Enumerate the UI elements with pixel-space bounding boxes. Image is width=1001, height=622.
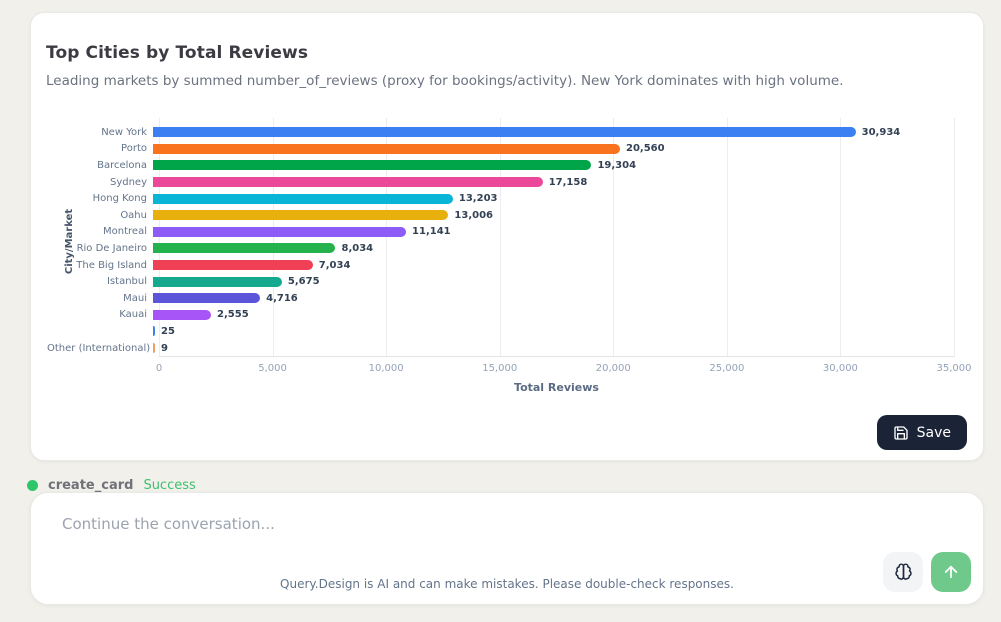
bar-row: Other (International) 9 — [47, 340, 954, 357]
x-tick-label: 35,000 — [936, 363, 972, 374]
bar — [153, 143, 620, 154]
x-tick-label: 30,000 — [822, 363, 858, 374]
plot-rows: New York 30,934 Porto 20,560 Barcelona 19,304… — [47, 124, 954, 356]
tool-status-row: create_card Success — [27, 478, 196, 493]
bar-value-label: 11,141 — [412, 226, 451, 238]
status-dot — [27, 480, 38, 491]
bar-value-label: 13,203 — [458, 193, 498, 205]
x-axis-ticks: 0 5,000 10,000 15,000 20,000 25,000 30,000 35,0… — [47, 363, 972, 377]
gridline — [954, 118, 955, 357]
bar-value-label: 20,560 — [626, 143, 665, 155]
message-input[interactable] — [62, 515, 842, 553]
bar-category-label: Maui — [123, 292, 147, 304]
bar-value-label: 9 — [161, 342, 168, 354]
card-subtitle: Leading markets by summed number_of_revi… — [46, 73, 844, 89]
bar-value-label: 5,675 — [287, 276, 320, 288]
bar — [153, 210, 449, 221]
bar-category-label: Barcelona — [97, 159, 147, 171]
composer-card: Query.Design is AI and can make mistakes… — [30, 492, 984, 605]
brain-icon — [893, 562, 914, 583]
x-axis-title: Total Reviews — [514, 381, 599, 394]
bar — [153, 326, 155, 337]
card-title: Top Cities by Total Reviews — [46, 43, 309, 63]
x-tick-label: 5,000 — [258, 363, 287, 374]
bar-value-label: 2,555 — [217, 309, 249, 321]
bar — [153, 343, 155, 354]
send-button[interactable] — [931, 552, 971, 592]
bar-value-label: 30,934 — [861, 126, 901, 138]
chart-card: Top Cities by Total Reviews Leading mark… — [30, 12, 984, 461]
ai-disclaimer: Query.Design is AI and can make mistakes… — [280, 577, 734, 591]
gridline — [159, 118, 160, 357]
status-tool-name: create_card — [48, 478, 134, 493]
bar — [153, 309, 212, 320]
bar-value-label: 17,158 — [548, 176, 588, 188]
bar-category-label: New York — [101, 126, 147, 138]
x-tick-label: 25,000 — [709, 363, 745, 374]
bar — [153, 226, 407, 237]
gridline — [386, 118, 388, 357]
save-button-label: Save — [916, 424, 951, 441]
bar-category-label: Porto — [121, 143, 147, 155]
gridline — [272, 118, 274, 357]
bar-category-label: Other (International) — [47, 342, 151, 354]
arrow-up-icon — [942, 563, 960, 581]
bar-category-label: Rio De Janeiro — [76, 242, 147, 254]
gridline — [726, 118, 728, 357]
bar-value-label: 19,304 — [597, 159, 637, 171]
bar — [153, 276, 282, 287]
bar-value-label: 13,006 — [454, 209, 494, 221]
bar-row: Kauai 2,555 — [47, 307, 954, 324]
bar-value-label: 25 — [161, 325, 175, 337]
x-axis-line — [159, 356, 954, 357]
bar-value-label: 4,716 — [266, 292, 298, 304]
bar-row: Maui 4,716 — [47, 290, 954, 307]
bar-row: Rio De Janeiro 8,034 — [47, 240, 954, 257]
status-result: Success — [143, 478, 196, 493]
bar — [153, 193, 453, 204]
x-tick-label: 10,000 — [368, 363, 404, 374]
bar-category-label: Montreal — [103, 226, 147, 238]
bar — [153, 160, 592, 171]
gridline — [613, 118, 615, 357]
bar — [153, 177, 543, 188]
bar-category-label: Sydney — [109, 176, 147, 188]
x-tick-label: 0 — [155, 363, 163, 374]
bar-category-label: Istanbul — [106, 276, 147, 288]
gridline — [840, 118, 842, 357]
x-tick-label: 20,000 — [595, 363, 631, 374]
bar-row: Sydney 17,158 — [47, 174, 954, 191]
save-button[interactable]: Save — [876, 415, 967, 450]
bar-row: 25 — [47, 323, 954, 340]
gridline — [499, 118, 501, 357]
bar-value-label: 7,034 — [318, 259, 351, 271]
bar-row: New York 30,934 — [47, 124, 954, 141]
bar-category-label: The Big Island — [76, 259, 147, 271]
bar-category-label: Kauai — [119, 309, 147, 321]
bar-category-label: Oahu — [120, 209, 147, 221]
bar-row: Istanbul 5,675 — [47, 273, 954, 290]
bar-row: Oahu 13,006 — [47, 207, 954, 224]
bar-row: The Big Island 7,034 — [47, 257, 954, 274]
bar-chart: City/Market New York 30,934 Porto 20,560 Bar… — [47, 118, 972, 398]
bar — [153, 243, 336, 254]
bar — [153, 260, 313, 271]
bar-row: Barcelona 19,304 — [47, 157, 954, 174]
bar-row: Hong Kong 13,203 — [47, 190, 954, 207]
reasoning-mode-button[interactable] — [883, 552, 923, 592]
x-tick-label: 15,000 — [482, 363, 518, 374]
bar-row: Porto 20,560 — [47, 141, 954, 158]
bar — [153, 127, 856, 138]
bar — [153, 293, 261, 304]
bar-value-label: 8,034 — [341, 242, 374, 254]
plot-area: New York 30,934 Porto 20,560 Barcelona 19,304… — [47, 118, 955, 357]
save-icon — [893, 425, 909, 441]
bar-category-label: Hong Kong — [92, 193, 147, 205]
bar-row: Montreal 11,141 — [47, 224, 954, 241]
